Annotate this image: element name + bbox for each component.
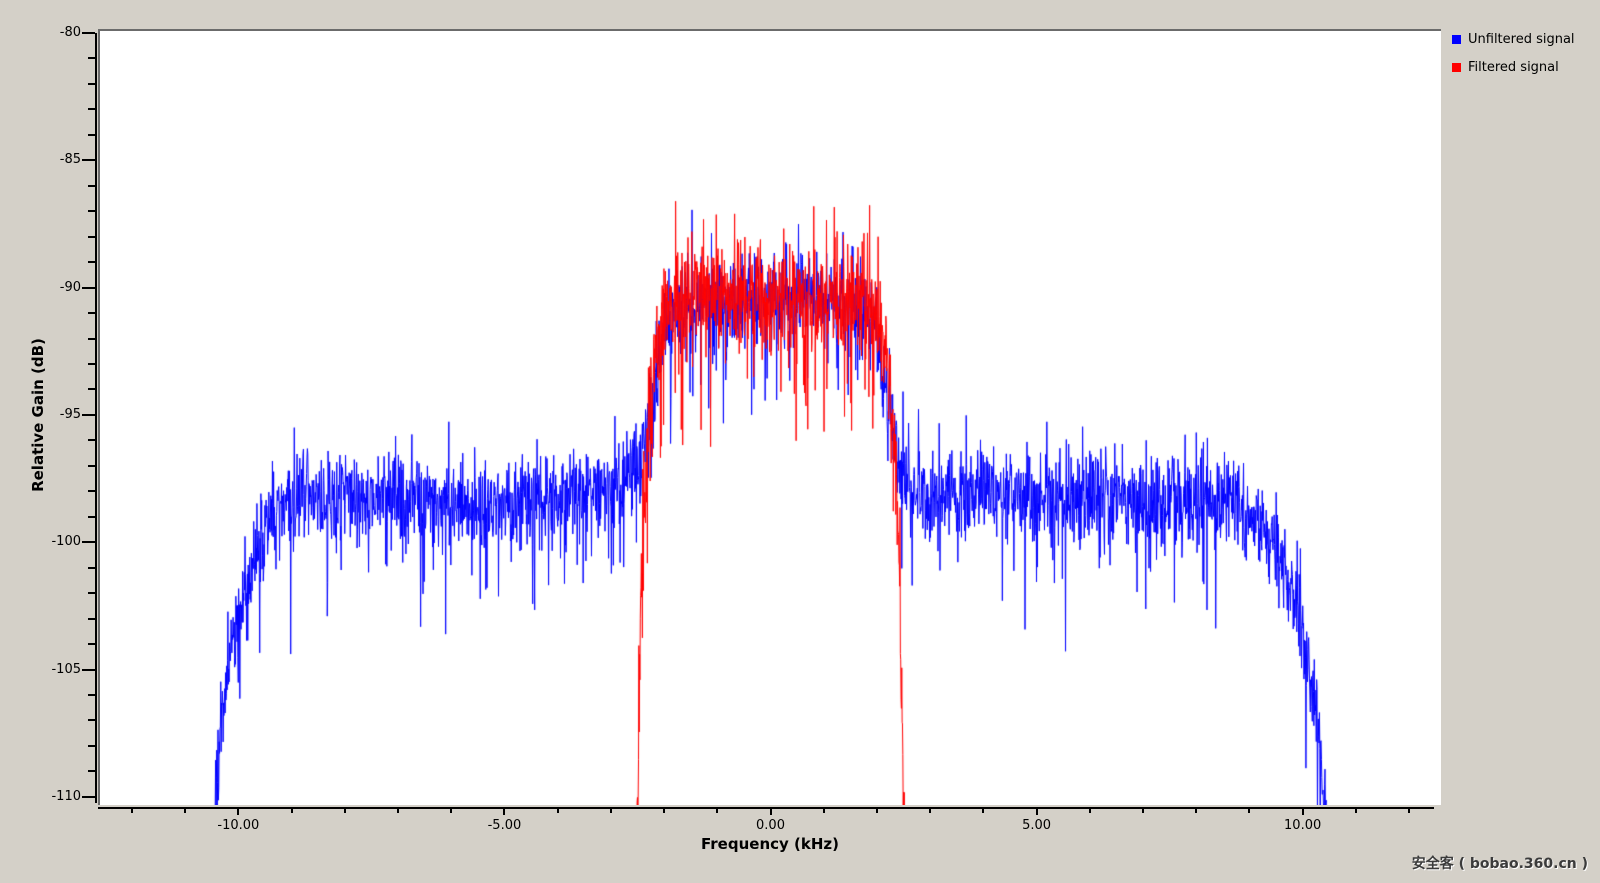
legend-item-filtered: Filtered signal bbox=[1452, 60, 1575, 75]
y-tick-major bbox=[82, 286, 95, 289]
x-tick-label: -10.00 bbox=[217, 818, 260, 833]
x-tick-minor bbox=[397, 809, 399, 813]
x-tick-minor bbox=[184, 809, 187, 813]
x-axis-title: Frequency (kHz) bbox=[701, 835, 839, 853]
y-tick-minor bbox=[88, 770, 95, 773]
y-axis-title: Relative Gain (dB) bbox=[29, 338, 47, 492]
x-tick-minor bbox=[609, 809, 612, 813]
spectrum-plot-canvas bbox=[100, 31, 1441, 805]
x-tick-minor bbox=[130, 809, 133, 813]
x-tick-minor bbox=[982, 809, 985, 813]
x-tick-major bbox=[237, 809, 240, 815]
y-tick-minor bbox=[88, 464, 95, 467]
x-tick-label: 5.00 bbox=[1022, 818, 1052, 833]
filtered-signal-swatch-icon bbox=[1452, 63, 1461, 72]
y-tick-minor bbox=[88, 82, 95, 85]
y-tick-minor bbox=[88, 439, 95, 442]
x-tick-minor bbox=[556, 809, 559, 813]
x-tick-label: -5.00 bbox=[487, 818, 522, 833]
y-tick-label: -85 bbox=[59, 152, 81, 168]
y-tick-label: -105 bbox=[51, 661, 81, 677]
y-axis-line bbox=[95, 33, 97, 803]
y-tick-major bbox=[82, 668, 95, 671]
y-tick-minor bbox=[88, 744, 95, 747]
y-tick-label: -90 bbox=[59, 279, 81, 295]
y-tick-label: -80 bbox=[59, 25, 81, 41]
y-tick-minor bbox=[88, 719, 95, 722]
y-tick-major bbox=[82, 413, 95, 416]
y-tick-minor bbox=[88, 617, 95, 620]
y-tick-major bbox=[82, 795, 95, 798]
y-tick-minor bbox=[88, 57, 95, 60]
x-tick-major bbox=[1301, 809, 1304, 815]
y-tick-minor bbox=[88, 235, 95, 238]
unfiltered-signal-swatch-icon bbox=[1452, 35, 1461, 44]
x-tick-minor bbox=[929, 809, 932, 813]
y-tick-minor bbox=[88, 184, 95, 187]
x-tick-label: 0.00 bbox=[756, 818, 785, 833]
x-tick-label: 10.00 bbox=[1284, 818, 1322, 833]
x-tick-major bbox=[769, 809, 772, 815]
legend-label-filtered: Filtered signal bbox=[1468, 60, 1559, 75]
legend: Unfiltered signal Filtered signal bbox=[1452, 32, 1575, 88]
x-tick-minor bbox=[1354, 809, 1357, 813]
y-tick-label: -95 bbox=[59, 406, 81, 422]
x-tick-major bbox=[1035, 809, 1038, 815]
y-tick-major bbox=[82, 159, 95, 162]
x-tick-major bbox=[503, 809, 506, 815]
x-tick-minor bbox=[1195, 809, 1198, 813]
legend-label-unfiltered: Unfiltered signal bbox=[1468, 32, 1575, 47]
y-tick-minor bbox=[88, 337, 95, 340]
y-tick-minor bbox=[88, 643, 95, 646]
y-tick-minor bbox=[88, 388, 95, 391]
y-tick-minor bbox=[88, 566, 95, 569]
x-tick-minor bbox=[343, 809, 346, 813]
y-tick-minor bbox=[88, 694, 95, 696]
x-axis-line bbox=[98, 807, 1434, 809]
y-tick-label: -110 bbox=[51, 788, 81, 804]
y-tick-minor bbox=[88, 515, 95, 518]
y-tick-minor bbox=[88, 490, 95, 493]
y-tick-minor bbox=[88, 363, 95, 366]
x-tick-minor bbox=[822, 809, 825, 813]
x-tick-minor bbox=[1142, 809, 1144, 813]
x-tick-minor bbox=[1408, 809, 1411, 813]
x-tick-minor bbox=[1248, 809, 1251, 813]
x-tick-minor bbox=[716, 809, 719, 813]
x-tick-minor bbox=[875, 809, 878, 813]
watermark: 安全客 ( bobao.360.cn ) bbox=[1411, 856, 1588, 872]
y-tick-label: -100 bbox=[51, 534, 81, 550]
y-tick-minor bbox=[88, 108, 95, 111]
x-tick-minor bbox=[450, 809, 453, 813]
y-tick-minor bbox=[88, 261, 95, 264]
x-tick-minor bbox=[1088, 809, 1091, 813]
y-tick-minor bbox=[88, 312, 95, 315]
y-tick-major bbox=[82, 541, 95, 544]
y-tick-minor bbox=[88, 210, 95, 213]
legend-item-unfiltered: Unfiltered signal bbox=[1452, 32, 1575, 47]
x-tick-minor bbox=[663, 809, 666, 813]
y-tick-major bbox=[82, 32, 95, 35]
y-tick-minor bbox=[88, 592, 95, 595]
y-tick-minor bbox=[88, 133, 95, 136]
x-tick-minor bbox=[290, 809, 293, 813]
